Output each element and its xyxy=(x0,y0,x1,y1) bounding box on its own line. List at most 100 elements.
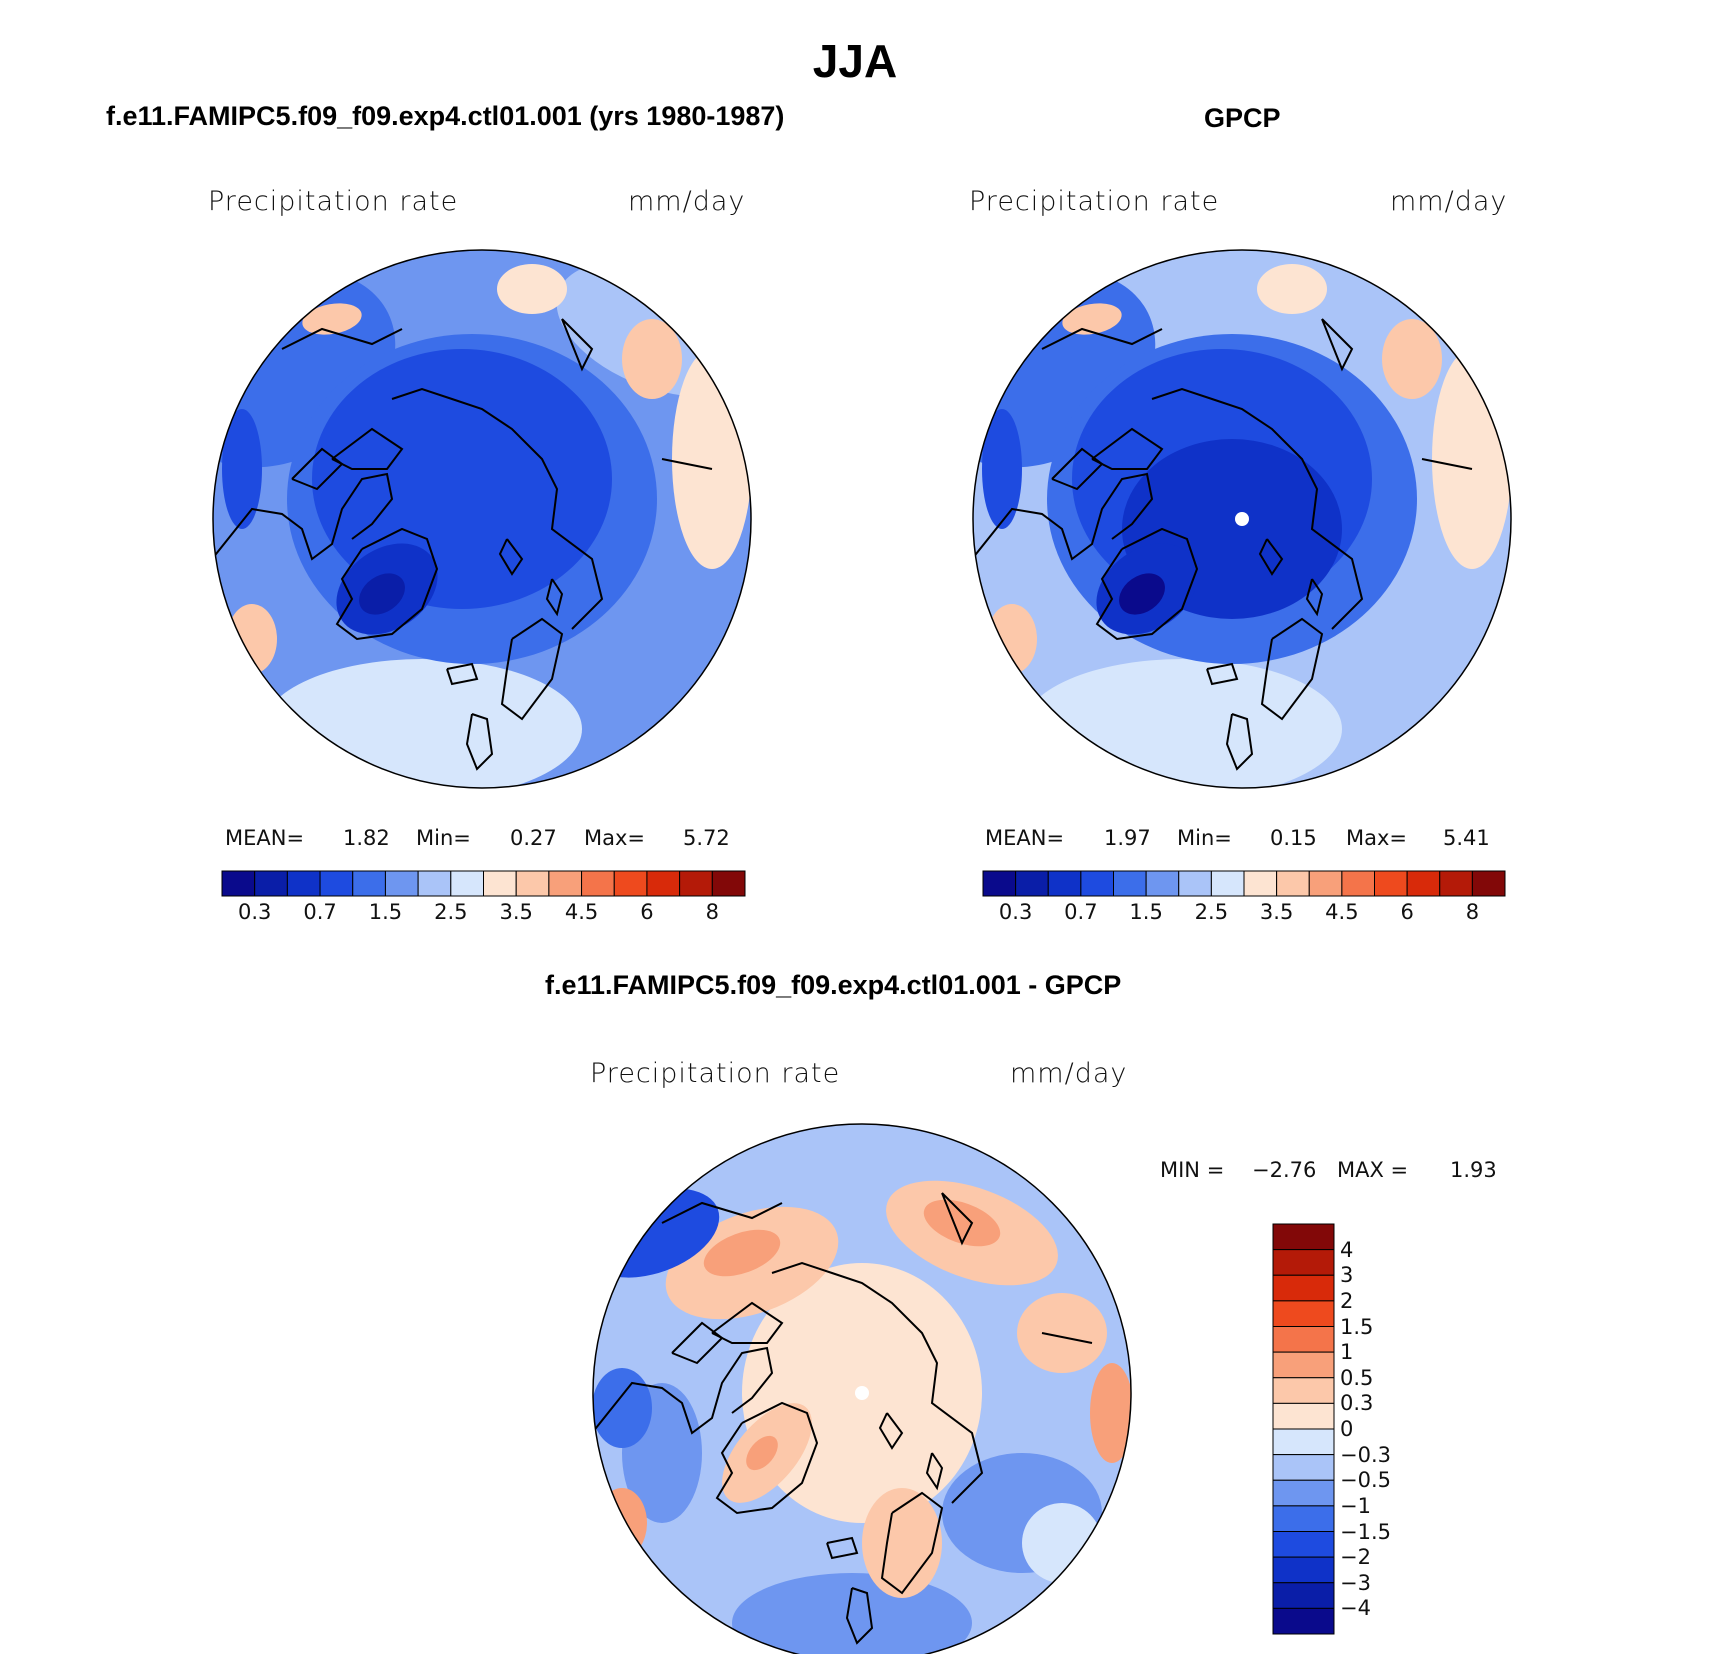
colorbar-tick-label: 3.5 xyxy=(499,900,533,924)
colorbar-box xyxy=(1243,870,1278,897)
precip-region xyxy=(862,1488,942,1598)
coastline xyxy=(1225,713,1254,771)
colorbar-tick-label: 6 xyxy=(640,900,654,924)
colorbar-box xyxy=(1272,1607,1335,1635)
coastline xyxy=(335,527,439,641)
colorbar-box xyxy=(1272,1300,1335,1327)
colorbar-box xyxy=(1047,870,1082,897)
colorbar-box xyxy=(515,870,550,897)
coastline xyxy=(331,427,404,470)
coastline xyxy=(561,318,594,372)
colorbar-tick-label: 1.5 xyxy=(368,900,403,924)
coastline xyxy=(771,1261,984,1504)
map-boundary xyxy=(972,249,1512,789)
colorbar-tick-label: 0.7 xyxy=(1064,900,1098,924)
colorbar-tick-label: 3 xyxy=(1340,1263,1354,1288)
precip-region xyxy=(703,1229,781,1277)
colorbar-tick-label: 0.7 xyxy=(303,900,337,924)
panel2-mean: 1.97 xyxy=(1104,826,1151,850)
coastline xyxy=(925,1452,944,1491)
panel1-max: 5.72 xyxy=(683,826,730,850)
colorbar-box xyxy=(646,870,681,897)
coastline xyxy=(941,1192,974,1246)
colorbar-box xyxy=(221,870,256,897)
colorbar-box xyxy=(1272,1556,1335,1584)
precip-region xyxy=(622,319,682,399)
map-field xyxy=(213,250,751,788)
colorbar-tick-label: −0.5 xyxy=(1340,1468,1391,1493)
colorbar-box xyxy=(1276,870,1310,897)
colorbar-box xyxy=(1015,870,1049,897)
colorbar-tick-label: 2.5 xyxy=(1194,900,1229,924)
colorbar-box xyxy=(1406,870,1441,897)
colorbar-box xyxy=(548,870,583,897)
precip-region xyxy=(497,264,567,314)
panel2-units: mm/day xyxy=(1390,186,1508,217)
colorbar-tick-label: 4 xyxy=(1340,1237,1354,1262)
figure-title: JJA xyxy=(812,35,898,87)
coastline xyxy=(878,1412,904,1450)
panel2-colorbar xyxy=(982,870,1506,897)
colorbar-tick-label: 6 xyxy=(1400,900,1414,924)
colorbar-box xyxy=(1272,1274,1335,1302)
precip-region xyxy=(672,349,751,569)
panel2-mean-label: MEAN= xyxy=(985,826,1065,850)
panel1-max-label: Max= xyxy=(584,826,646,850)
panel1-title: f.e11.FAMIPC5.f09_f09.exp4.ctl01.001 (yr… xyxy=(106,101,785,131)
panel3-min: −2.76 xyxy=(1252,1158,1317,1182)
colorbar-box xyxy=(450,870,484,897)
precip-region xyxy=(1119,573,1165,615)
colorbar-box xyxy=(1272,1223,1335,1251)
precip-region xyxy=(593,1368,652,1448)
precip-region xyxy=(312,349,612,609)
colorbar-tick-label: 0 xyxy=(1340,1417,1354,1441)
map-boundary xyxy=(592,1123,1132,1654)
colorbar-box xyxy=(1272,1428,1335,1456)
colorbar-tick-label: −2 xyxy=(1340,1545,1371,1570)
colorbar-box xyxy=(483,870,517,897)
panel2-map xyxy=(972,249,1512,789)
coastline xyxy=(715,1401,819,1515)
coastline xyxy=(391,387,604,630)
coastline xyxy=(845,1587,874,1645)
panel1-min: 0.27 xyxy=(510,826,557,850)
colorbar-tick-label: 1 xyxy=(1340,1340,1354,1365)
colorbar-tick-label: 0.3 xyxy=(237,900,272,924)
colorbar-tick-label: 1.5 xyxy=(1340,1314,1374,1339)
panel1-min-label: Min= xyxy=(416,826,471,850)
colorbar-tick-label: 8 xyxy=(1465,900,1480,924)
precip-region xyxy=(923,1199,1001,1247)
precip-region xyxy=(1017,1293,1107,1373)
precip-region xyxy=(732,1573,972,1654)
colorbar-box xyxy=(613,870,648,897)
colorbar-tick-label: 0.3 xyxy=(1340,1391,1374,1416)
panel2-max: 5.41 xyxy=(1443,826,1490,850)
coastline xyxy=(661,458,713,470)
precip-region xyxy=(1090,1363,1131,1463)
colorbar-tick-label: −1 xyxy=(1340,1493,1371,1518)
panel2-min: 0.15 xyxy=(1270,826,1317,850)
panel3-map xyxy=(592,1123,1132,1654)
coastline xyxy=(1051,447,1104,491)
colorbar-box xyxy=(1178,870,1212,897)
colorbar-box xyxy=(1272,1505,1335,1532)
colorbar-tick-label: −1.5 xyxy=(1340,1519,1391,1544)
precip-region xyxy=(262,659,582,788)
coastline xyxy=(291,447,344,491)
coastline xyxy=(545,578,564,617)
precip-region xyxy=(302,303,362,335)
colorbar-box xyxy=(1113,870,1147,897)
colorbar-box xyxy=(711,870,746,897)
colorbar-tick-label: −0.3 xyxy=(1340,1442,1391,1467)
coastline xyxy=(1041,327,1163,350)
colorbar-box xyxy=(581,870,615,897)
map-boundary xyxy=(212,249,752,789)
coastline xyxy=(1421,458,1473,470)
coastline xyxy=(880,1491,944,1595)
panel3-min-label: MIN = xyxy=(1160,1158,1225,1182)
coastline xyxy=(1091,427,1164,470)
coastline xyxy=(711,1301,784,1344)
colorbar-box xyxy=(1272,1582,1335,1609)
coastline xyxy=(661,1201,783,1224)
coastline xyxy=(671,1321,724,1365)
